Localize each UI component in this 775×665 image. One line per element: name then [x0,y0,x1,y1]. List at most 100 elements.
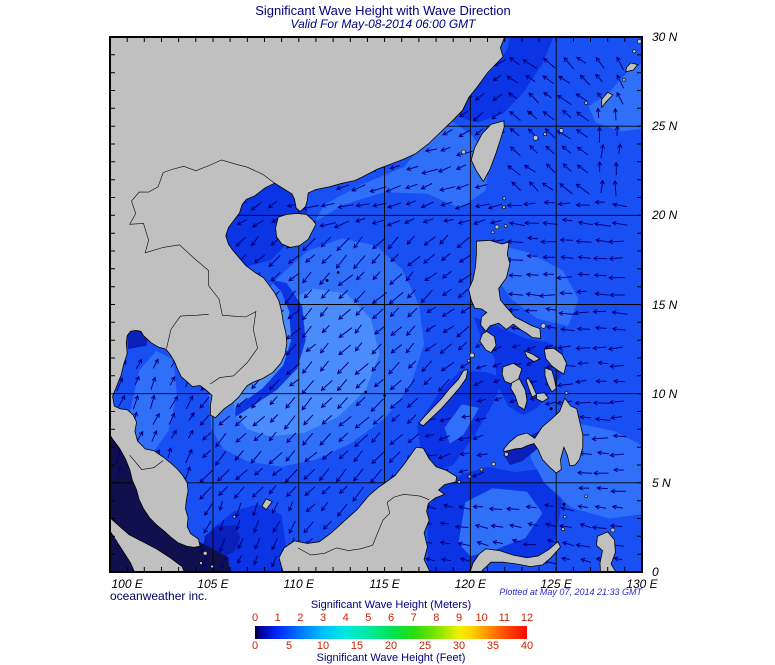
small-island [637,39,642,44]
lon-label-130: 130 E [626,577,658,591]
lon-label-100: 100 E [111,577,143,591]
meters-tick-11: 11 [498,612,511,624]
land-hainan [275,213,317,248]
lat-label-15: 15 N [652,297,678,312]
land-mindoro [479,330,497,354]
small-island [584,494,588,498]
feet-tick-0: 0 [251,640,259,652]
small-island [564,390,569,395]
feet-tick-20: 20 [384,640,398,652]
land-bohol [536,392,550,403]
feet-tick-40: 40 [520,640,534,652]
lat-label-5: 5 N [652,475,671,490]
small-island [232,514,237,519]
land-mainland-asia [110,37,506,548]
small-island [549,407,553,411]
small-island [532,135,539,141]
legend-title-meters: Significant Wave Height (Meters) [310,599,472,611]
land-negros [510,377,528,411]
meters-tick-6: 6 [387,612,395,624]
feet-tick-5: 5 [285,640,293,652]
small-island [461,149,466,155]
small-island [562,502,566,506]
legend-title-feet: Significant Wave Height (Feet) [316,652,466,664]
small-island [502,205,506,210]
land-halmahera [596,531,617,572]
sea-patch-east-luzon [496,243,579,326]
meters-tick-5: 5 [365,612,372,624]
feet-tick-25: 25 [418,640,432,652]
small-island [610,527,616,533]
small-island [457,480,461,484]
meters-tick-10: 10 [475,612,488,624]
country-border-2 [166,314,209,349]
sea-patch-karimata [209,504,287,572]
meters-tick-1: 1 [274,612,281,624]
lon-label-110: 110 E [283,577,314,591]
small-island [504,451,509,457]
land-leyte [544,367,557,393]
land-mindanao [503,397,584,474]
country-border-1 [129,172,258,385]
land-borneo [278,446,458,572]
small-island [491,462,496,467]
land-cebu [525,376,538,398]
map-frame [109,36,643,573]
lat-label-20: 20 N [652,208,678,223]
feet-tick-30: 30 [452,640,466,652]
land-luzon [468,239,542,339]
meters-tick-7: 7 [410,612,417,624]
sea-patch-malacca-strait [110,435,230,572]
meters-tick-0: 0 [251,612,259,624]
sea-patch-inner-seas [473,317,564,416]
small-island [558,128,564,133]
land-natuna [261,498,273,511]
small-island [199,561,203,565]
land-samar [543,347,567,375]
legend-colorbar [255,626,527,639]
lat-label-10: 10 N [652,386,678,401]
legend-feet-scale: 0 5 10 15 20 25 30 35 40 [251,640,533,652]
land-amami [625,62,639,73]
meters-tick-8: 8 [433,612,440,624]
small-island [494,224,500,230]
small-island [503,224,508,228]
meters-tick-9: 9 [455,612,463,624]
feet-tick-15: 15 [350,640,364,652]
small-island [502,196,507,201]
meters-tick-4: 4 [342,612,349,624]
sea-patch-gulf-thailand [130,350,177,453]
lon-label-125: 125 E [540,577,572,591]
land-taiwan [470,120,505,183]
valid-time-subtitle: Valid For May-08-2014 06:00 GMT [290,17,476,31]
small-island [540,323,546,329]
land-palawan [418,369,469,427]
wave-direction-arrows [115,56,628,570]
credit-text: oceanweather inc. [110,589,208,603]
small-island [561,527,565,532]
sea-patch-nscs-band [314,119,490,223]
country-border-4 [297,494,430,556]
small-island [383,394,386,397]
small-island [490,230,495,235]
small-island [467,359,471,363]
small-island [584,101,589,105]
lat-label-25: 25 N [652,119,678,134]
plotted-timestamp: Plotted at May 07, 2014 21:33 GMT [499,587,642,597]
meters-tick-3: 3 [319,612,327,624]
map-layers [110,37,642,572]
small-island [364,390,368,394]
feet-tick-10: 10 [316,640,330,652]
meters-tick-12: 12 [520,612,534,624]
legend-meters-scale: 0 1 2 3 4 5 6 7 8 9 10 11 12 [251,612,533,624]
small-island [528,111,532,115]
lon-label-115: 115 E [369,577,400,591]
small-island [543,132,547,136]
country-border-0 [163,159,275,184]
lon-label-120: 120 E [454,577,487,591]
page-title: Significant Wave Height with Wave Direct… [255,3,511,18]
land-masbate [523,350,541,363]
